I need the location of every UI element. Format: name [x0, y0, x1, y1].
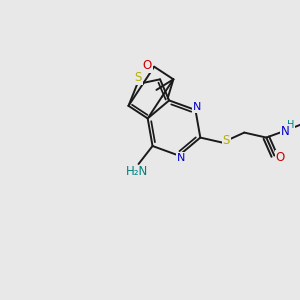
Text: H₂N: H₂N: [125, 166, 148, 178]
Text: N: N: [193, 102, 202, 112]
Text: O: O: [142, 59, 152, 72]
Text: O: O: [276, 151, 285, 164]
Text: N: N: [281, 125, 290, 138]
Text: S: S: [134, 70, 142, 84]
Text: S: S: [223, 134, 230, 147]
Text: N: N: [177, 153, 185, 163]
Text: H: H: [286, 120, 294, 130]
